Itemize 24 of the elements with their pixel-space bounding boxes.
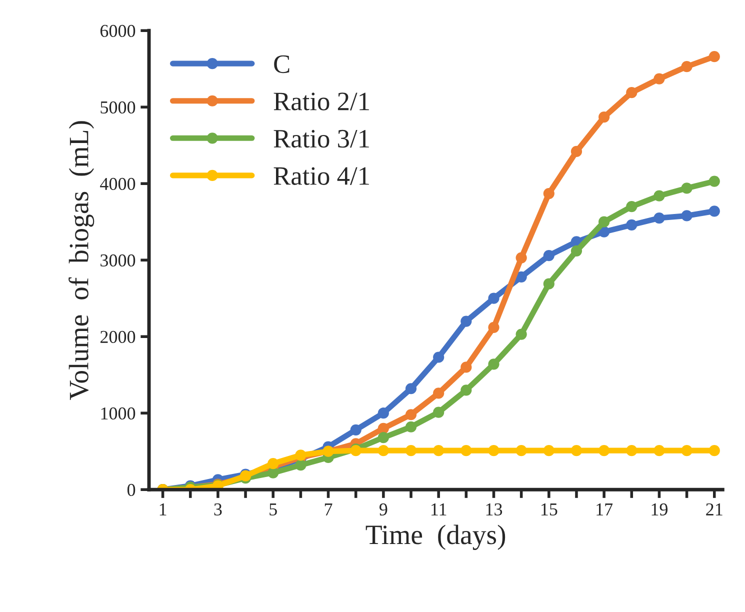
- x-axis-title: Time (days): [366, 524, 506, 550]
- y-tick-label: 3000: [100, 254, 136, 267]
- y-tick-label: 1000: [101, 407, 136, 420]
- x-tick-label: 17: [596, 503, 613, 516]
- legend-label: Ratio 2/1: [274, 92, 369, 110]
- x-tick-label: 5: [270, 504, 277, 516]
- x-tick-label: 19: [652, 503, 668, 516]
- x-tick-label: 9: [379, 503, 388, 516]
- x-tick-label: 11: [431, 503, 446, 516]
- y-tick-label: 5000: [100, 101, 136, 114]
- x-tick-label: 1: [160, 503, 166, 516]
- y-axis-title: Volume of biogas (mL): [68, 121, 94, 400]
- legend-label: Ratio 4/1: [274, 167, 369, 185]
- y-tick-label: 6000: [100, 24, 136, 38]
- y-tick-label: 2000: [100, 330, 136, 344]
- x-tick-label: 3: [214, 503, 222, 516]
- x-tick-label: 7: [324, 504, 332, 516]
- x-tick-label: 13: [486, 503, 502, 516]
- legend-label: C: [274, 55, 290, 74]
- legend-label: Ratio 3/1: [274, 130, 369, 148]
- x-tick-label: 15: [541, 503, 558, 516]
- y-tick-label: 4000: [100, 178, 136, 190]
- x-tick-label: 21: [706, 503, 722, 516]
- y-tick-label: 0: [127, 484, 136, 496]
